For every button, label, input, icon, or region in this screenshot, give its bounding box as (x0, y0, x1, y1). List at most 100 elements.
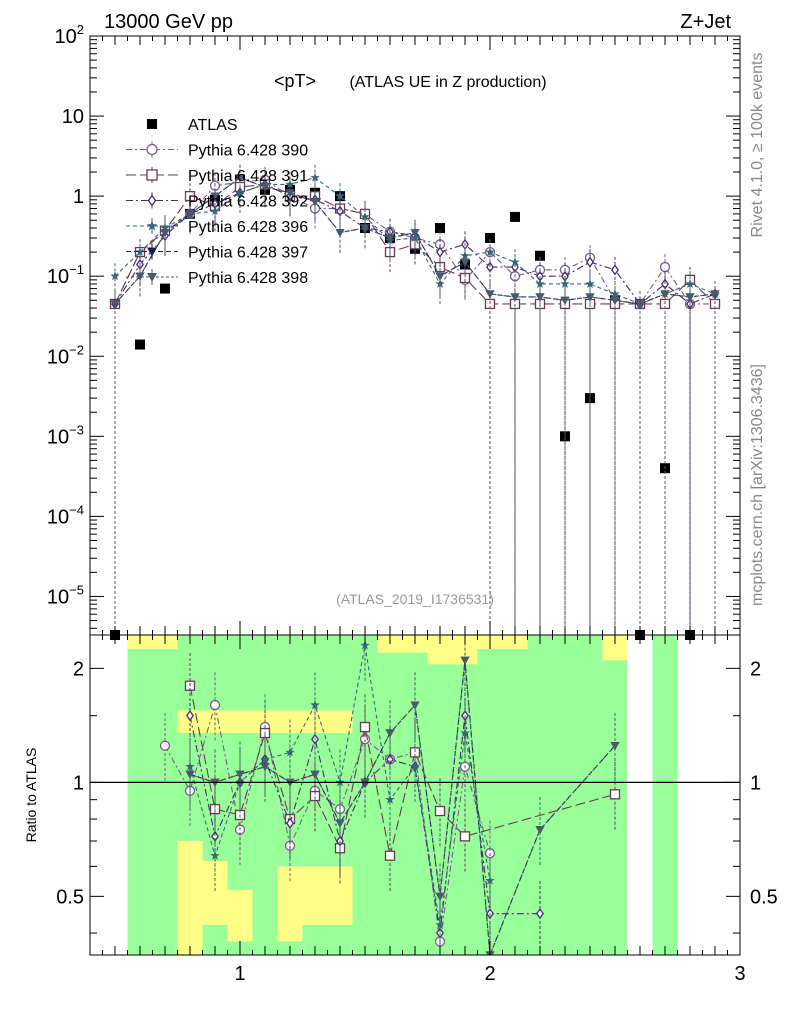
legend-label: Pythia 6.428 392 (188, 194, 308, 211)
data-point (135, 339, 145, 350)
ratio-point (186, 710, 194, 722)
y-tick-label: 1 (73, 186, 84, 208)
ratio-point (535, 826, 545, 835)
legend-marker (147, 194, 157, 207)
ratio-point (385, 794, 395, 804)
ratio-point (410, 701, 420, 710)
ratio-point (209, 699, 221, 711)
ratio-point (210, 850, 220, 860)
data-point (585, 293, 595, 302)
ratio-point (485, 875, 495, 885)
data-point (510, 293, 520, 302)
ratio-point (286, 817, 294, 829)
ratio-bands (127, 635, 678, 955)
data-point (659, 261, 671, 273)
mcplots-label: mcplots.cern.ch [arXiv:1306.3436] (749, 364, 766, 606)
legend-entry: Pythia 6.428 392 (126, 192, 308, 211)
ratio-point (410, 761, 420, 771)
ratio-ylabel: Ratio to ATLAS (23, 748, 39, 843)
legend-label: Pythia 6.428 391 (188, 168, 308, 185)
band-yellow (227, 889, 253, 942)
legend-label: ATLAS (188, 117, 238, 134)
data-point (685, 279, 695, 288)
data-point (435, 272, 445, 281)
ratio-point (610, 742, 620, 751)
data-point (535, 293, 545, 302)
ratio-point (536, 908, 544, 920)
legend-label: Pythia 6.428 397 (188, 245, 308, 262)
band-yellow (302, 866, 353, 926)
ratio-y-tick-label-right: 2 (750, 658, 761, 680)
data-point (210, 192, 220, 201)
legend-entry: Pythia 6.428 390 (126, 141, 308, 160)
ratio-point (309, 790, 321, 802)
band-yellow (177, 841, 203, 955)
ratio-point (335, 819, 345, 828)
ratio-point (384, 850, 396, 861)
legend-marker (147, 119, 157, 129)
legend-entry: Pythia 6.428 396 (126, 218, 308, 236)
data-point (535, 250, 545, 261)
ratio-plot-area (159, 635, 621, 955)
data-point (436, 246, 444, 258)
data-point (110, 300, 120, 309)
legend-marker (147, 247, 157, 257)
legend-marker (146, 220, 158, 231)
ratio-point (310, 700, 320, 710)
plot-title: <pT> (274, 71, 316, 91)
x-tick-label: 1 (234, 963, 245, 985)
ratio-y-tick-label-right: 0.5 (750, 886, 778, 908)
ratio-point (360, 640, 370, 650)
data-point (285, 189, 295, 198)
data-point (160, 283, 170, 294)
data-point (160, 229, 170, 238)
ratio-point (460, 656, 470, 665)
data-point (410, 229, 420, 238)
data-point (285, 179, 295, 189)
data-point (585, 279, 595, 288)
header-right: Z+Jet (680, 11, 731, 33)
legend-entry: Pythia 6.428 391 (126, 167, 308, 185)
ratio-point (609, 789, 621, 800)
data-point (460, 258, 470, 267)
data-point (135, 247, 145, 257)
data-point (586, 256, 594, 268)
ratio-y-tick-label: 2 (73, 658, 84, 680)
data-point (260, 183, 270, 192)
ratio-series (159, 635, 621, 955)
legend-label: Pythia 6.428 396 (188, 219, 308, 236)
y-tick-label: 10−5 (47, 582, 84, 608)
ratio-point (459, 831, 471, 842)
band-green (127, 635, 178, 955)
data-point (235, 174, 245, 183)
ratio-point (434, 805, 446, 817)
header-left: 13000 GeV pp (104, 11, 233, 33)
ratio-point (435, 892, 445, 901)
y-tick-label: 10 (62, 106, 84, 128)
y-tick-label: 10−2 (47, 342, 84, 368)
data-point (310, 198, 320, 207)
ratio-axes: 0.5 0.5 1 1 2 2 1 2 3 (56, 634, 778, 985)
data-point (485, 247, 495, 257)
ratio-y-tick-label: 1 (73, 772, 84, 794)
ratio-point (159, 740, 171, 751)
legend-marker (146, 143, 158, 156)
ratio-point (460, 728, 470, 738)
legend-marker (147, 273, 157, 282)
ratio-point (386, 753, 394, 766)
data-point (485, 290, 495, 299)
band-green (652, 635, 678, 955)
x-tick-label: 3 (734, 963, 745, 985)
legend-entry: Pythia 6.428 398 (126, 269, 308, 287)
data-point (660, 290, 670, 299)
ratio-point (185, 761, 195, 771)
y-tick-label: 10−1 (47, 262, 84, 288)
series-398 (110, 164, 720, 635)
ratio-y-tick-label: 0.5 (56, 886, 84, 908)
band-yellow (277, 866, 303, 942)
data-point (385, 234, 395, 243)
x-tick-label: 2 (484, 963, 495, 985)
data-point (610, 296, 620, 305)
legend-entry: ATLAS (147, 117, 238, 134)
data-point (710, 290, 720, 299)
